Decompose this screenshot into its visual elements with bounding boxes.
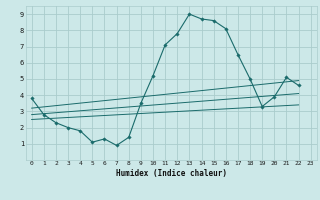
- X-axis label: Humidex (Indice chaleur): Humidex (Indice chaleur): [116, 169, 227, 178]
